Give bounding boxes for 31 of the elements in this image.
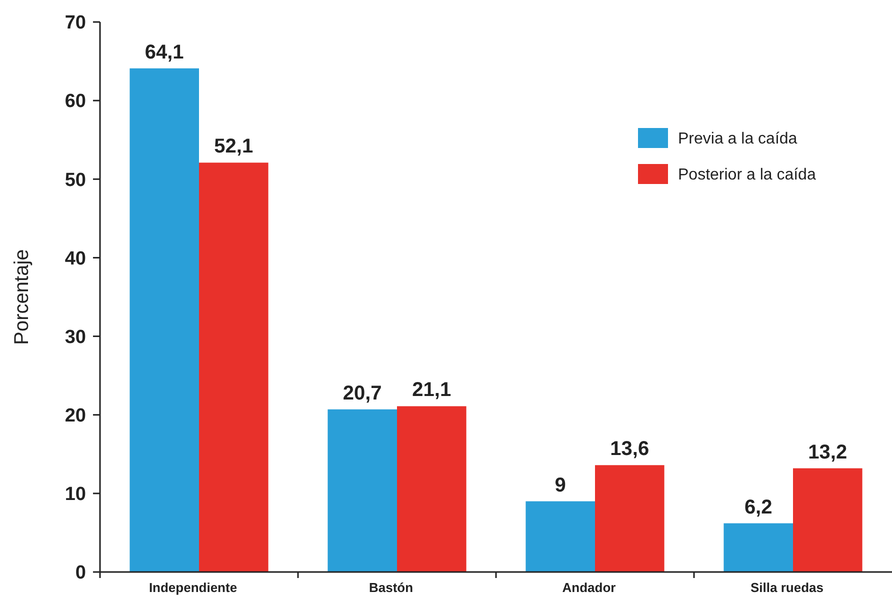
data-label: 9 bbox=[554, 474, 566, 496]
y-tick-label: 0 bbox=[75, 562, 86, 584]
y-tick-label: 60 bbox=[64, 91, 86, 112]
legend-label: Posterior a la caída bbox=[678, 166, 816, 184]
bar bbox=[328, 409, 397, 572]
y-tick-label: 10 bbox=[64, 484, 86, 506]
data-label: 13,6 bbox=[610, 438, 650, 460]
data-label: 21,1 bbox=[412, 379, 452, 402]
data-label: 20,7 bbox=[342, 382, 382, 404]
data-label: 64,1 bbox=[144, 41, 184, 64]
y-tick-label: 20 bbox=[64, 406, 86, 427]
bar bbox=[199, 162, 268, 572]
bar bbox=[793, 468, 862, 572]
data-label: 52,1 bbox=[214, 136, 254, 158]
data-label: 13,2 bbox=[808, 441, 848, 464]
bar bbox=[595, 465, 664, 572]
y-tick-label: 40 bbox=[64, 248, 86, 270]
x-tick-label: Bastón bbox=[368, 580, 414, 595]
y-axis-title: Porcentaje bbox=[11, 249, 33, 345]
y-tick-label: 30 bbox=[64, 326, 86, 348]
data-label: 6,2 bbox=[744, 496, 772, 518]
y-tick-label: 70 bbox=[64, 12, 86, 34]
bar bbox=[724, 523, 793, 572]
bar bbox=[526, 501, 595, 572]
bar bbox=[397, 406, 466, 572]
x-tick-label: Independiente bbox=[148, 580, 238, 595]
x-tick-label: Andador bbox=[562, 580, 616, 595]
bar bbox=[130, 68, 199, 572]
x-tick-label: Silla ruedas bbox=[750, 580, 824, 595]
legend-label: Previa a la caída bbox=[678, 130, 798, 148]
y-tick-label: 50 bbox=[64, 170, 86, 191]
